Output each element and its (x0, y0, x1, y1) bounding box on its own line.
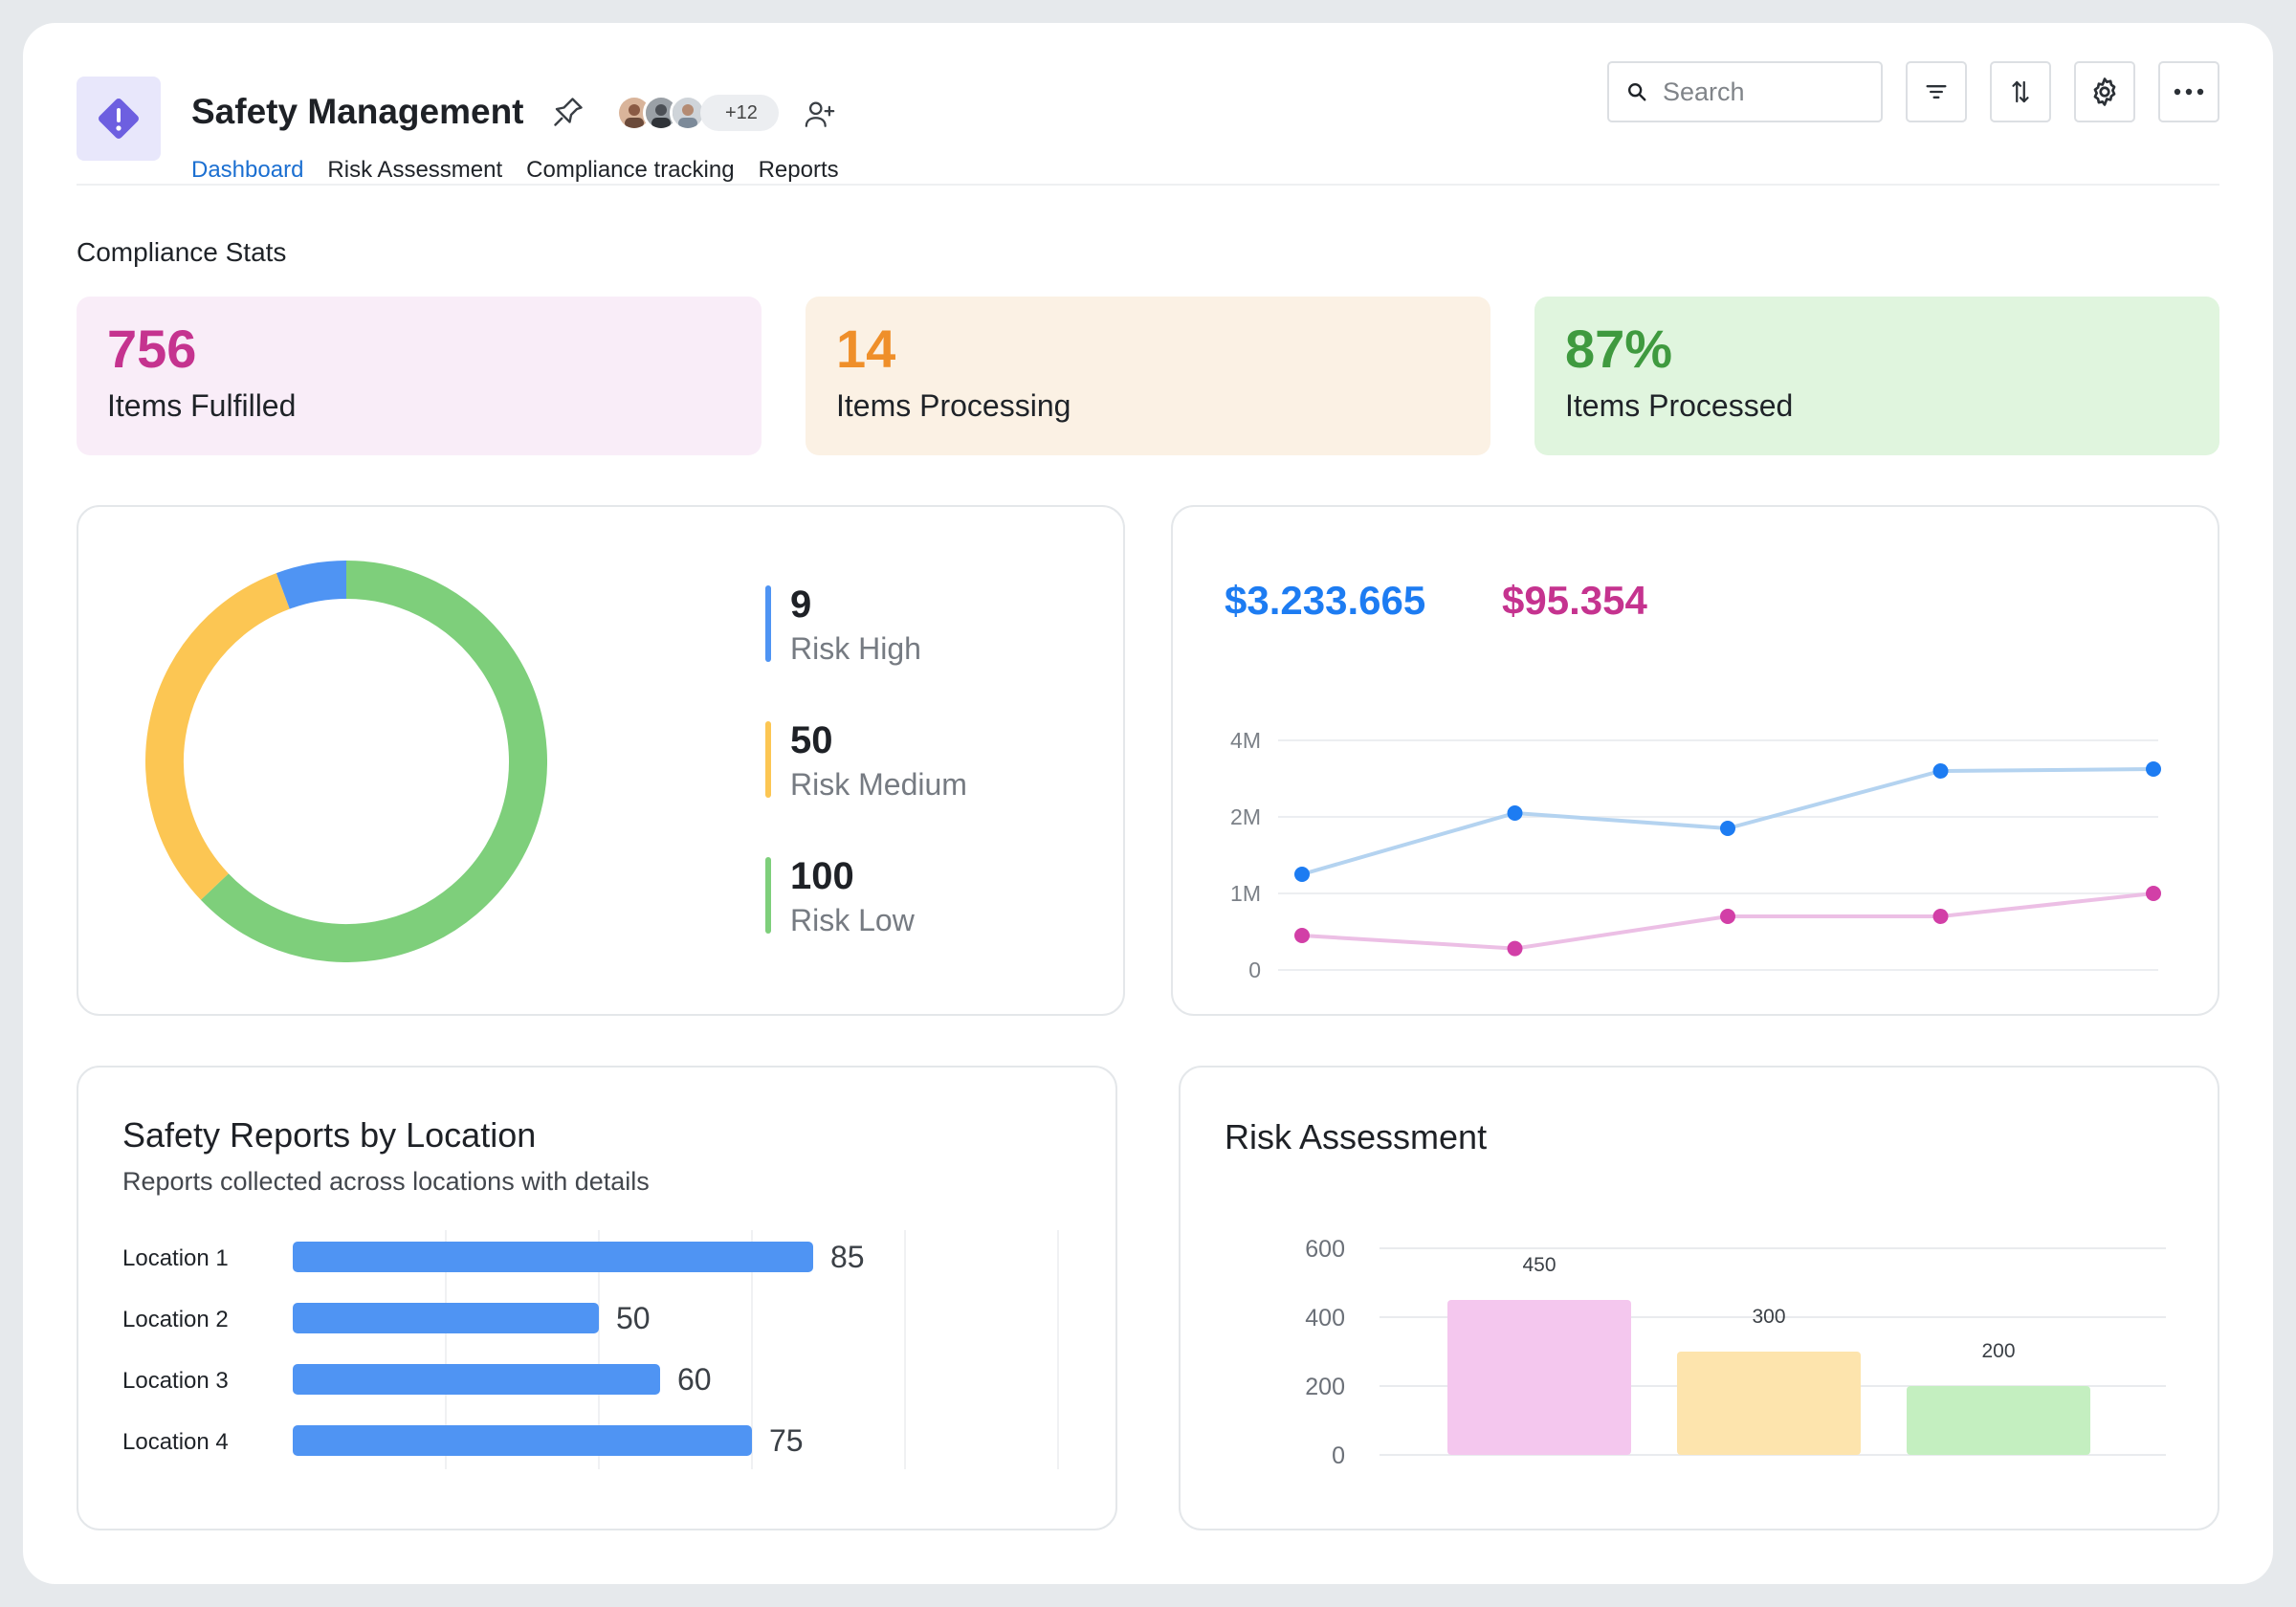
stat-label: Items Fulfilled (107, 387, 297, 423)
data-point (1294, 928, 1310, 943)
stat-card-fulfilled: 756 Items Fulfilled (77, 297, 762, 455)
legend-risk-low: 100 Risk Low (765, 855, 915, 937)
y-tick-label: 0 (1248, 958, 1261, 982)
more-button[interactable] (2158, 61, 2219, 122)
nav-tabs: Dashboard Risk Assessment Compliance tra… (191, 157, 839, 184)
risk-bar-chart: 0200400600450High300Medium200Low (1305, 1236, 2166, 1469)
stat-label: Items Processing (836, 387, 1071, 423)
total-blue: $3.233.665 (1225, 578, 1426, 623)
data-label: 60 (677, 1362, 712, 1397)
y-tick-label: 2M (1230, 804, 1261, 829)
data-point (1720, 821, 1735, 836)
legend-color-bar (765, 585, 771, 662)
tab-reports[interactable]: Reports (758, 157, 839, 183)
app-logo (77, 77, 161, 161)
search-box[interactable] (1607, 61, 1883, 122)
data-label: 85 (830, 1240, 865, 1274)
bar (1447, 1300, 1631, 1455)
filter-icon (1926, 85, 1947, 99)
bar (1677, 1352, 1861, 1455)
search-icon (1628, 83, 1646, 101)
y-tick-label: 4M (1230, 728, 1261, 753)
total-magenta: $95.354 (1502, 578, 1647, 623)
legend-risk-high: 9 Risk High (765, 583, 921, 666)
data-label: 450 (1522, 1254, 1556, 1276)
collaborators-more-badge[interactable]: +12 (700, 95, 779, 131)
sort-button[interactable] (1990, 61, 2051, 122)
y-tick-label: 400 (1305, 1305, 1345, 1332)
y-tick-label: 600 (1305, 1236, 1345, 1263)
search-input[interactable] (1663, 77, 1854, 107)
gear-icon (2093, 77, 2116, 106)
tab-risk-assessment[interactable]: Risk Assessment (327, 157, 503, 183)
location-bar-chart: Location 1 85 Location 2 50 Location 3 60 Loca… (122, 1230, 1059, 1469)
tab-dashboard[interactable]: Dashboard (191, 157, 304, 183)
add-user-icon[interactable] (800, 94, 840, 134)
legend-label: Risk Low (790, 903, 915, 937)
stat-label: Items Processed (1565, 387, 1794, 423)
data-point (1932, 909, 1949, 924)
data-point (1507, 940, 1523, 957)
donut-slice-risk-high (276, 561, 347, 609)
risk-donut-card: 9 Risk High 50 Risk Medium 100 Risk Low (77, 505, 1125, 1016)
donut-slice-risk-medium (145, 573, 291, 900)
data-point (1932, 763, 1949, 779)
bar (1907, 1386, 2090, 1455)
legend-color-bar (765, 857, 771, 934)
y-tick-label: 0 (1332, 1442, 1345, 1469)
category-label: Location 4 (122, 1429, 229, 1455)
category-label: Location 3 (122, 1368, 229, 1394)
category-label: Location 1 (122, 1245, 229, 1271)
warning-diamond-icon (99, 99, 139, 139)
legend-label: Risk High (790, 631, 921, 666)
risk-assessment-card: Risk Assessment 0200400600450High300Medi… (1179, 1066, 2219, 1530)
data-point (1294, 867, 1310, 882)
y-tick-label: 200 (1305, 1374, 1345, 1400)
legend-risk-medium: 50 Risk Medium (765, 719, 967, 802)
data-point (1507, 805, 1523, 821)
legend-value: 9 (790, 583, 812, 626)
trend-card: 4M 2M 1M 0 (1171, 505, 2219, 1016)
stat-card-processing: 14 Items Processing (806, 297, 1490, 455)
legend-value: 100 (790, 855, 854, 897)
data-label: 75 (769, 1423, 804, 1458)
more-horizontal-icon (2174, 88, 2204, 96)
card-title: Risk Assessment (1225, 1117, 1488, 1156)
y-tick-label: 1M (1230, 881, 1261, 906)
legend-color-bar (765, 721, 771, 798)
location-reports-card: Safety Reports by Location Reports colle… (77, 1066, 1117, 1530)
data-point (2146, 886, 2161, 901)
legend-label: Risk Medium (790, 767, 967, 802)
tab-compliance-tracking[interactable]: Compliance tracking (526, 157, 735, 183)
data-label: 200 (1981, 1340, 2015, 1362)
collaborators[interactable]: +12 (616, 92, 779, 134)
bar (293, 1425, 752, 1456)
trend-line-chart: 4M 2M 1M 0 (1230, 728, 2161, 982)
filter-button[interactable] (1906, 61, 1967, 122)
data-point (2146, 761, 2161, 777)
header-divider (77, 184, 2219, 186)
legend-value: 50 (790, 719, 833, 761)
bar (293, 1364, 660, 1395)
stat-card-processed: 87% Items Processed (1534, 297, 2219, 455)
data-label: 50 (616, 1301, 651, 1335)
pin-icon[interactable] (548, 92, 588, 132)
stat-value: 14 (836, 319, 896, 379)
risk-donut-chart (145, 561, 547, 962)
category-label: Location 2 (122, 1307, 229, 1332)
data-point (1720, 909, 1735, 924)
donut-slice-risk-low (200, 561, 547, 962)
stat-value: 756 (107, 319, 197, 379)
app-window: Safety Management +12 Dashboard Risk Ass… (23, 23, 2273, 1584)
page-title: Safety Management (191, 92, 524, 131)
section-title: Compliance Stats (77, 237, 287, 267)
card-subtitle: Reports collected across locations with … (122, 1167, 650, 1196)
bar (293, 1242, 813, 1272)
data-label: 300 (1752, 1306, 1785, 1328)
bar (293, 1303, 599, 1333)
stat-value: 87% (1565, 319, 1673, 379)
card-title: Safety Reports by Location (122, 1115, 537, 1155)
settings-button[interactable] (2074, 61, 2135, 122)
sort-icon (2012, 80, 2029, 103)
